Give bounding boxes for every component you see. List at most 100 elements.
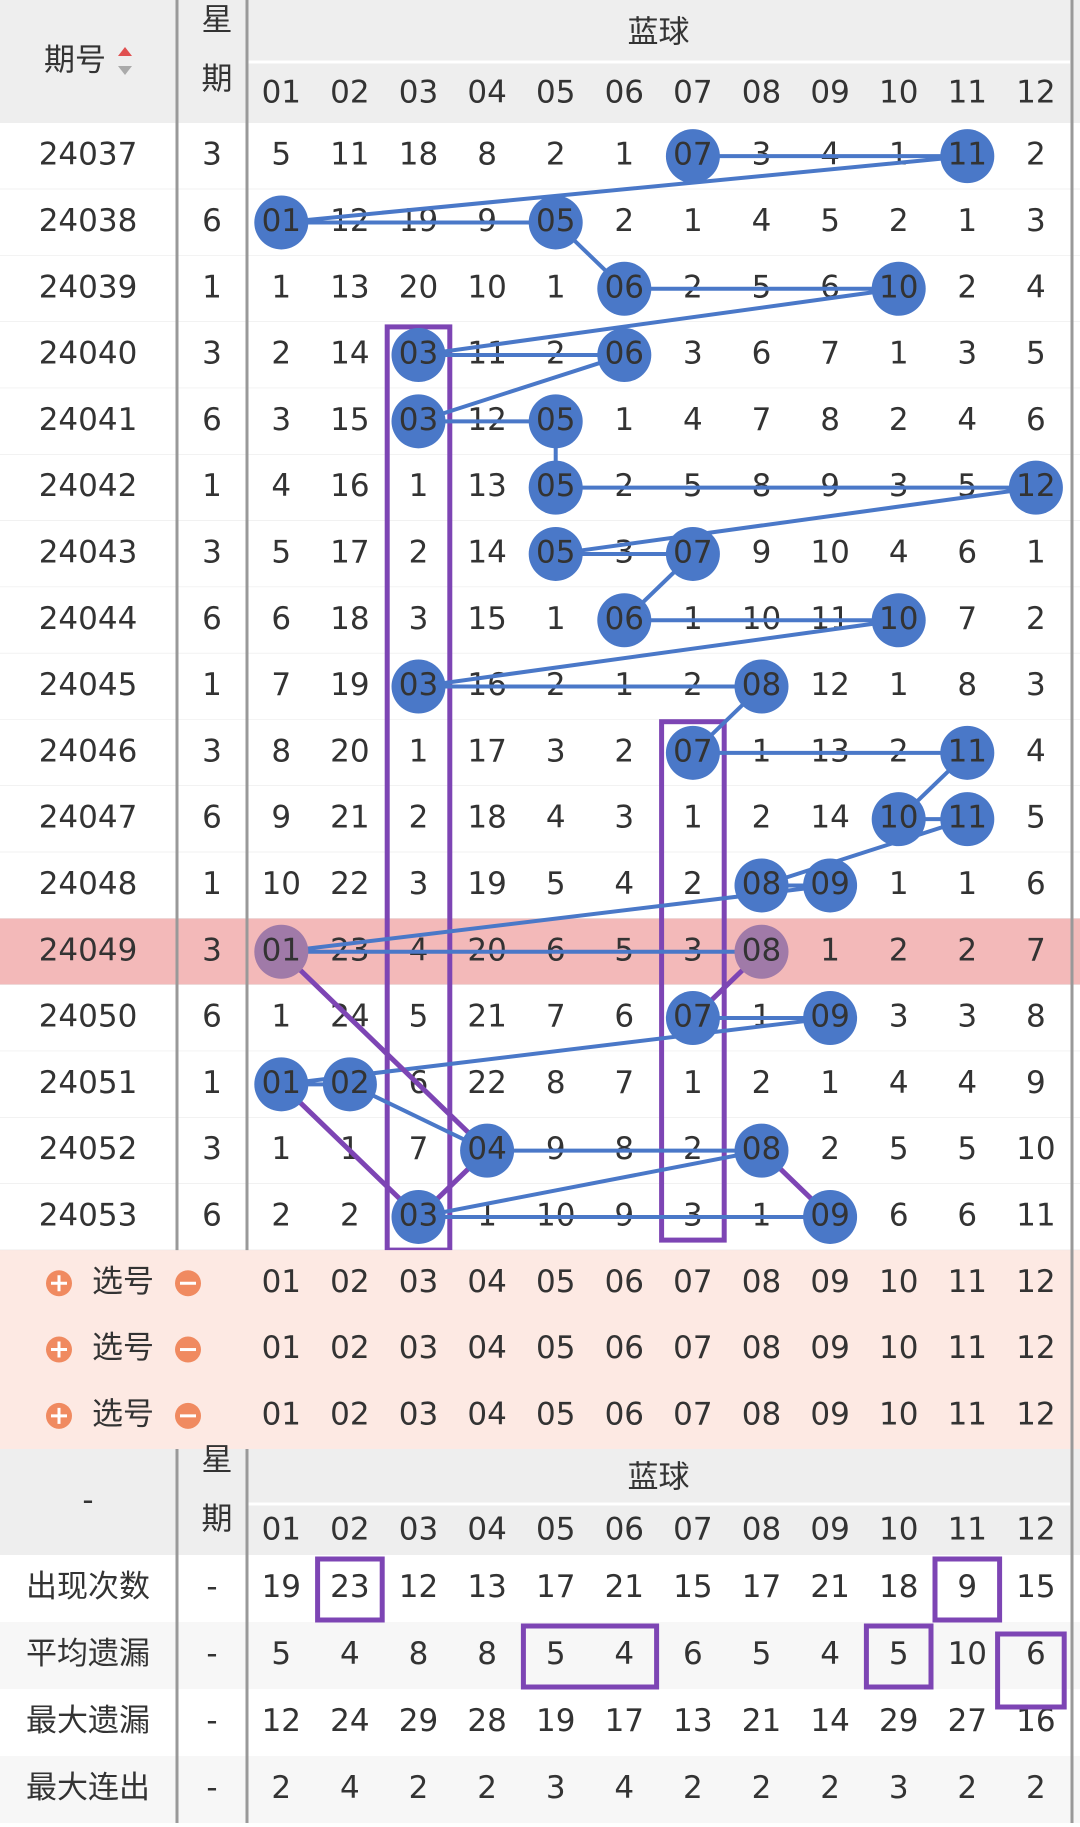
select-number: 08 — [742, 1264, 781, 1300]
ball — [871, 261, 926, 316]
select-number: 01 — [262, 1330, 301, 1366]
miss-count: 7 — [614, 1065, 634, 1101]
column-header: 03 — [399, 1512, 438, 1548]
stats-row-bg — [0, 1622, 1080, 1689]
ball — [254, 924, 309, 979]
weekday: 3 — [202, 1131, 222, 1167]
miss-count: 11 — [1016, 1197, 1055, 1233]
ball-number: 09 — [810, 866, 849, 902]
stats-row-bg — [0, 1555, 1080, 1622]
miss-count: 5 — [957, 1131, 977, 1167]
miss-count: 3 — [1026, 667, 1046, 703]
weekday: 3 — [202, 137, 222, 173]
weekday: 1 — [202, 269, 222, 305]
stat-value: 23 — [330, 1569, 369, 1605]
column-header: 07 — [673, 1512, 712, 1548]
miss-count: 1 — [546, 601, 566, 637]
miss-count: 4 — [546, 800, 566, 836]
ball — [254, 1057, 309, 1112]
weekday: 3 — [202, 336, 222, 372]
period: 24051 — [39, 1065, 138, 1101]
stat-value: 2 — [752, 1770, 772, 1806]
plus-sign — [51, 1341, 67, 1358]
group-header: 蓝球 — [628, 1460, 690, 1496]
select-number: 01 — [262, 1264, 301, 1300]
select-label: 选号 — [92, 1330, 154, 1366]
ball-number: 01 — [262, 932, 301, 968]
stat-value: 13 — [467, 1569, 506, 1605]
weekday: 1 — [202, 468, 222, 504]
ball — [528, 526, 583, 581]
plus-sign — [51, 1275, 67, 1292]
column-header: 07 — [673, 75, 712, 111]
ball-number: 03 — [399, 336, 438, 372]
column-header: 09 — [810, 1512, 849, 1548]
ball-number: 06 — [605, 601, 644, 637]
stats-header-bg — [0, 1449, 1080, 1555]
ball — [734, 924, 789, 979]
miss-count: 8 — [1026, 999, 1046, 1035]
column-header: 10 — [879, 1512, 918, 1548]
select-number: 02 — [330, 1264, 369, 1300]
ball-number: 06 — [605, 269, 644, 305]
miss-count: 6 — [1026, 402, 1046, 438]
miss-count: 2 — [889, 203, 909, 239]
stat-value: 2 — [477, 1770, 497, 1806]
miss-count: 6 — [957, 534, 977, 570]
weekday: 6 — [202, 402, 222, 438]
annotation-line — [279, 1082, 421, 1219]
column-header: 10 — [879, 75, 918, 111]
ball — [391, 394, 446, 449]
miss-count: 1 — [820, 932, 840, 968]
period: 24039 — [39, 269, 138, 305]
stat-value: 17 — [742, 1569, 781, 1605]
ball — [734, 858, 789, 913]
select-number: 05 — [536, 1396, 575, 1432]
select-number: 04 — [467, 1264, 506, 1300]
ball — [734, 659, 789, 714]
miss-count: 7 — [1026, 932, 1046, 968]
miss-count: 3 — [889, 999, 909, 1035]
ball — [460, 1123, 515, 1178]
weekday: 6 — [202, 800, 222, 836]
stat-value: 2 — [1026, 1770, 1046, 1806]
ball-number: 04 — [467, 1131, 506, 1167]
stat-value: 15 — [1016, 1569, 1055, 1605]
period: 24048 — [39, 866, 138, 902]
period-header: 期号 — [44, 43, 106, 79]
miss-count: 1 — [957, 203, 977, 239]
miss-count: 5 — [409, 999, 429, 1035]
column-header: 04 — [467, 1512, 506, 1548]
weekday: - — [206, 1770, 217, 1806]
ball-number: 03 — [399, 667, 438, 703]
stat-value: 17 — [536, 1569, 575, 1605]
stat-value: 6 — [1026, 1636, 1046, 1672]
select-number: 09 — [810, 1264, 849, 1300]
miss-count: 2 — [957, 269, 977, 305]
stat-value: 6 — [683, 1636, 703, 1672]
select-number: 03 — [399, 1264, 438, 1300]
stat-value: 19 — [536, 1703, 575, 1739]
column-header: 02 — [330, 75, 369, 111]
stat-value: 17 — [605, 1703, 644, 1739]
miss-count: 17 — [467, 733, 506, 769]
ball-number: 08 — [742, 667, 781, 703]
miss-count: 9 — [1026, 1065, 1046, 1101]
miss-count: 6 — [752, 336, 772, 372]
ball-number: 06 — [605, 336, 644, 372]
miss-count: 3 — [683, 336, 703, 372]
miss-count: 6 — [957, 1197, 977, 1233]
ball — [803, 991, 858, 1046]
ball — [322, 1057, 377, 1112]
miss-count: 1 — [271, 1131, 291, 1167]
sort-icon — [118, 47, 132, 56]
select-number: 11 — [948, 1396, 987, 1432]
ball — [871, 792, 926, 847]
miss-count: 21 — [330, 800, 369, 836]
miss-count: 3 — [546, 733, 566, 769]
stat-value: 12 — [262, 1703, 301, 1739]
ball — [803, 858, 858, 913]
miss-count: 20 — [330, 733, 369, 769]
miss-count: 7 — [820, 336, 840, 372]
